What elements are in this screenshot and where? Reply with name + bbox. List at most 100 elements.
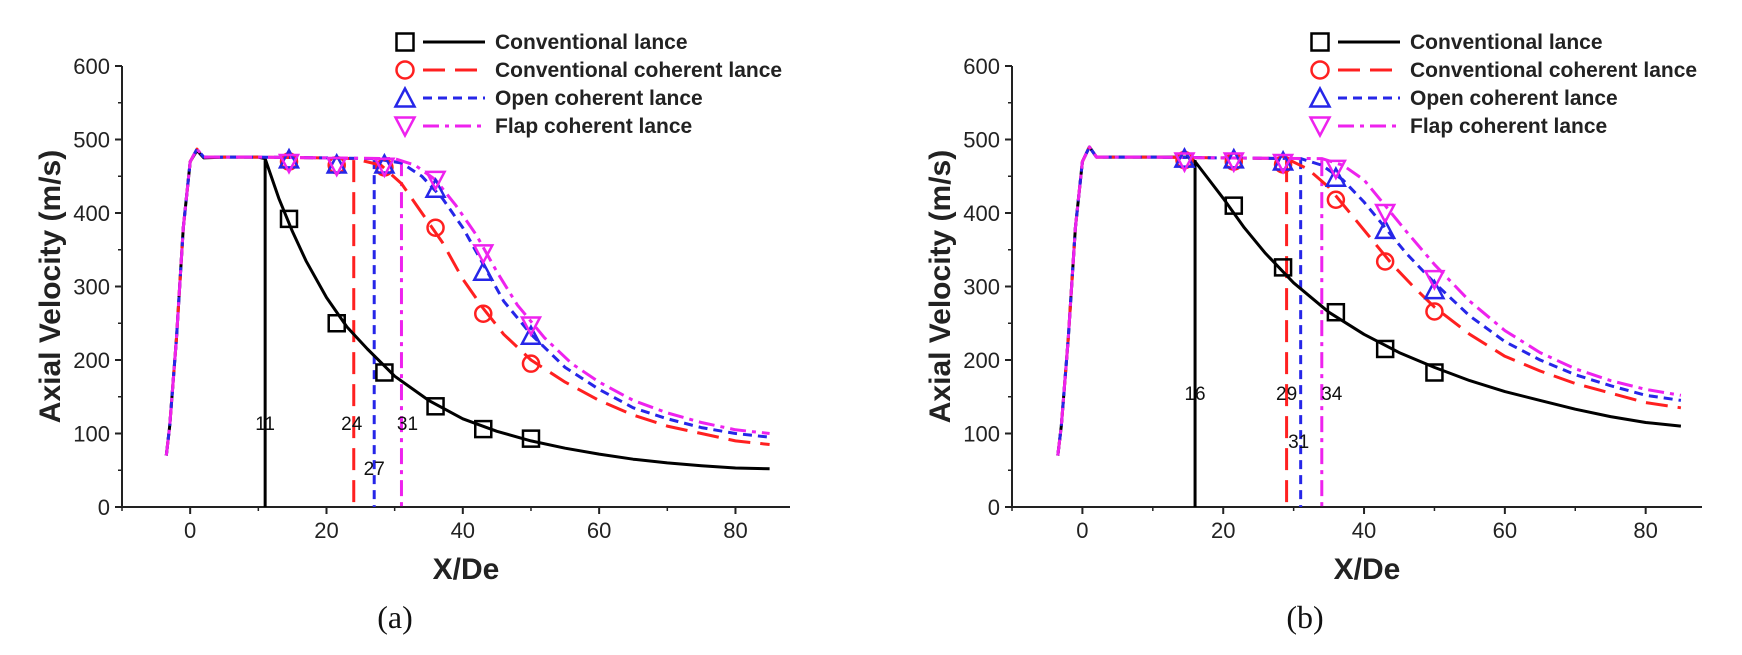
y-axis-title: Axial Velocity (m/s) <box>924 150 957 423</box>
series-line-triangle-down <box>164 147 770 456</box>
potential-core-label: 27 <box>364 459 385 480</box>
data-point-circle <box>1310 60 1330 80</box>
data-point-circle <box>1326 190 1346 210</box>
data-point-triangle-down <box>1271 153 1295 175</box>
legend-entry-label: Conventional coherent lance <box>495 59 782 82</box>
y-tick-label: 400 <box>73 201 110 226</box>
panel-label: (b) <box>1286 599 1323 635</box>
data-point-square <box>1425 363 1444 382</box>
y-tick-label: 300 <box>73 275 110 300</box>
potential-core-label: 16 <box>1184 384 1205 405</box>
y-tick-label: 200 <box>73 348 110 373</box>
legend-entry-label: Flap coherent lance <box>495 115 692 138</box>
x-tick-label: 0 <box>1076 518 1088 543</box>
y-tick-label: 500 <box>963 128 1000 153</box>
data-point-triangle-up <box>424 177 447 198</box>
x-axis-title: X/De <box>1334 553 1401 586</box>
legend-entry-label: Flap coherent lance <box>1410 115 1607 138</box>
y-tick-label: 100 <box>73 422 110 447</box>
data-point-triangle-down <box>393 116 417 139</box>
data-point-circle <box>395 60 415 80</box>
data-point-square <box>279 209 299 229</box>
y-tick-label: 600 <box>73 54 110 79</box>
x-tick-label: 40 <box>1352 518 1376 543</box>
y-tick-label: 0 <box>988 495 1000 520</box>
x-tick-label: 60 <box>587 518 611 543</box>
potential-core-label: 31 <box>397 414 418 435</box>
legend-entry-label: Conventional coherent lance <box>1410 59 1697 82</box>
series-line-square <box>1056 145 1682 456</box>
series-line-circle <box>1056 145 1682 456</box>
legend-entry-label: Conventional lance <box>495 31 688 54</box>
data-point-triangle-up <box>373 152 396 174</box>
x-tick-label: 60 <box>1493 518 1517 543</box>
series-line-triangle-up <box>164 147 770 456</box>
potential-core-label: 29 <box>1276 384 1297 405</box>
y-axis-title: Axial Velocity (m/s) <box>34 150 67 423</box>
data-point-triangle-up <box>1173 146 1196 168</box>
data-point-triangle-down <box>1324 159 1347 181</box>
data-point-square <box>1375 339 1395 359</box>
chart-panel-a: 0 100 200 300 400 500 600 0 20 40 60 80 X/De Axial Ve… <box>34 31 790 635</box>
data-point-triangle-down <box>472 244 495 266</box>
y-tick-label: 500 <box>73 128 110 153</box>
data-point-square <box>375 363 394 382</box>
data-point-square <box>1310 32 1330 52</box>
y-tick-label: 200 <box>963 348 1000 373</box>
y-tick-label: 400 <box>963 201 1000 226</box>
data-point-circle <box>521 354 541 373</box>
legend-entry-label: Conventional lance <box>1410 31 1603 54</box>
data-point-triangle-up <box>277 147 301 169</box>
data-point-triangle-down <box>277 153 301 175</box>
data-point-triangle-up <box>1374 218 1397 240</box>
legend-entry-label: Open coherent lance <box>495 87 703 110</box>
data-point-triangle-up <box>1222 147 1245 169</box>
x-tick-label: 80 <box>723 518 747 543</box>
panel-label: (a) <box>377 599 413 635</box>
chart-panel-b: 0 100 200 300 400 500 600 0 20 40 60 80 X/De Axial Ve… <box>924 31 1702 635</box>
data-point-triangle-up <box>1308 85 1332 108</box>
data-point-triangle-down <box>519 316 543 338</box>
x-tick-label: 80 <box>1633 518 1657 543</box>
legend-entry-label: Open coherent lance <box>1410 87 1618 110</box>
series-line-circle <box>164 147 770 456</box>
data-point-circle <box>426 218 445 237</box>
potential-core-label: 31 <box>1288 432 1309 453</box>
x-tick-label: 20 <box>314 518 338 543</box>
data-point-square <box>521 429 541 448</box>
y-tick-label: 300 <box>963 275 1000 300</box>
data-point-triangle-up <box>1324 166 1347 187</box>
potential-core-label: 34 <box>1321 384 1343 405</box>
data-point-triangle-up <box>472 260 495 282</box>
data-point-square <box>327 314 346 333</box>
data-point-triangle-down <box>373 157 396 179</box>
data-point-triangle-down <box>424 170 447 192</box>
data-point-circle <box>1425 302 1444 321</box>
series-line-triangle-up <box>1056 145 1682 456</box>
x-tick-label: 0 <box>184 518 196 543</box>
x-tick-label: 40 <box>451 518 475 543</box>
potential-core-label: 24 <box>341 414 363 435</box>
data-point-triangle-down <box>1173 152 1196 174</box>
data-point-triangle-up <box>393 85 417 108</box>
data-point-triangle-down <box>1308 116 1332 139</box>
data-point-square <box>395 32 415 52</box>
data-point-triangle-down <box>1423 269 1446 291</box>
data-point-square <box>1326 302 1346 322</box>
data-point-triangle-up <box>1423 278 1446 300</box>
y-tick-label: 600 <box>963 54 1000 79</box>
data-point-triangle-down <box>1222 152 1245 174</box>
y-tick-label: 0 <box>98 495 110 520</box>
potential-core-label: 11 <box>255 414 275 435</box>
data-point-square <box>474 419 493 439</box>
data-point-square <box>426 397 445 416</box>
data-point-triangle-up <box>519 324 543 345</box>
series-line-triangle-down <box>1056 145 1682 456</box>
data-point-circle <box>474 304 493 323</box>
data-point-circle <box>1375 252 1395 271</box>
data-point-triangle-down <box>325 156 348 178</box>
x-tick-label: 20 <box>1211 518 1235 543</box>
data-point-triangle-down <box>1374 203 1397 225</box>
data-point-square <box>1273 258 1293 277</box>
